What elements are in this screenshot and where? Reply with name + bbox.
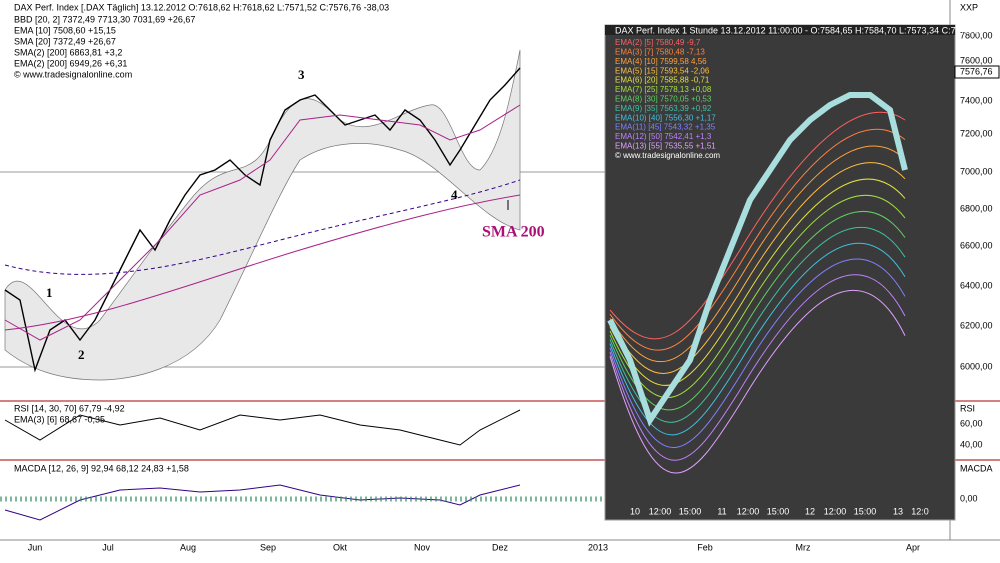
ema200-line: [4, 194, 521, 331]
inset-x-tick-label: 11: [717, 506, 726, 516]
inset-x-tick-label: 15:00: [767, 506, 790, 516]
rsi-line: [4, 409, 521, 446]
inset-legend: © www.tradesignalonline.com: [615, 151, 720, 160]
indicator-legend: BBD [20, 2] 7372,49 7713,30 7031,69 +26,…: [14, 14, 195, 24]
inset-ema: [609, 210, 906, 411]
inset-ema: [609, 145, 906, 363]
inset-x-tick-label: 12:0: [911, 506, 929, 516]
inset-legend: EMA(10) [40] 7556,30 +1,17: [615, 113, 716, 122]
inset-legend: EMA(8) [30] 7570,05 +0,53: [615, 95, 712, 104]
annotation: 2: [78, 347, 85, 362]
price-line: [4, 67, 521, 373]
x-tick-label: 2013: [588, 542, 608, 552]
indicator-legend: MACDA [12, 26, 9] 92,94 68,12 24,83 +1,5…: [14, 463, 189, 473]
x-tick-label: Jun: [28, 542, 43, 552]
y-tick-label: RSI: [960, 403, 975, 413]
inset-x-tick-label: 13: [893, 506, 903, 516]
inset-ema: [609, 242, 906, 436]
inset-ema: [609, 289, 906, 474]
annotation: SMA 200: [482, 224, 545, 241]
inset-x-tick-label: 10: [630, 506, 640, 516]
annotation: 1: [46, 285, 53, 300]
indicator-legend: EMA [10] 7508,60 +15,15: [14, 25, 116, 35]
y-tick-label: 6600,00: [960, 240, 993, 250]
inset-ema: [609, 111, 906, 340]
inset-titlebar: [605, 25, 955, 35]
bollinger-band: [4, 49, 521, 381]
y-tick-label: 40,00: [960, 439, 983, 449]
indicator-legend: EMA(3) [6] 68,67 -0,35: [14, 414, 105, 424]
y-tick-label: 0,00: [960, 493, 978, 503]
inset-legend: EMA(9) [35] 7563,39 +0,92: [615, 104, 712, 113]
annotation: 4: [451, 187, 458, 202]
inset-legend: EMA(7) [25] 7578,13 +0,08: [615, 85, 712, 94]
ema-line: [4, 104, 521, 341]
sma200-line: [4, 179, 521, 275]
x-tick-label: Dez: [492, 542, 509, 552]
y-tick-label: 7000,00: [960, 166, 993, 176]
inset-legend: EMA(5) [15] 7593,54 -2,06: [615, 66, 710, 75]
indicator-legend: SMA(2) [200] 6863,81 +3,2: [14, 47, 122, 57]
y-tick-label: 7576,76: [960, 66, 993, 76]
y-tick-label: 6400,00: [960, 280, 993, 290]
inset-legend: EMA(13) [55] 7535,55 +1,51: [615, 142, 716, 151]
y-tick-label: 7800,00: [960, 30, 993, 40]
x-tick-label: Feb: [697, 542, 713, 552]
y-tick-label: 7600,00: [960, 55, 993, 65]
inset-legend: EMA(3) [7] 7580,48 -7,13: [615, 48, 705, 57]
inset-x-tick-label: 12:00: [737, 506, 760, 516]
inset-panel: [604, 24, 956, 521]
inset-legend: EMA(4) [10] 7599,58 4,56: [615, 57, 707, 66]
inset-ema: [609, 162, 906, 374]
y-tick-label: 60,00: [960, 418, 983, 428]
inset-ema: [609, 194, 906, 398]
inset-ema: [609, 258, 906, 448]
indicator-legend: RSI [14, 30, 70] 67,79 -4,92: [14, 403, 125, 413]
x-tick-label: Apr: [906, 542, 920, 552]
indicator-legend: EMA(2) [200] 6949,26 +6,31: [14, 58, 127, 68]
y-tick-label: 6800,00: [960, 203, 993, 213]
price-marker: [954, 65, 1000, 79]
chart-header: DAX Perf. Index [.DAX Täglich] 13.12.201…: [14, 2, 389, 12]
x-tick-label: Aug: [180, 542, 196, 552]
inset-x-tick-label: 12:00: [649, 506, 672, 516]
inset-title: DAX Perf. Index 1 Stunde 13.12.2012 11:0…: [615, 25, 983, 35]
indicator-legend: © www.tradesignalonline.com: [14, 69, 132, 79]
inset-legend: EMA(2) [5] 7580,49 -9,7: [615, 38, 701, 47]
inset-legend: EMA(12) [50] 7542,41 +1,3: [615, 132, 712, 141]
inset-x-tick-label: 12: [805, 506, 815, 516]
annotation: 3: [298, 67, 305, 82]
inset-ema: [609, 128, 906, 351]
y-tick-label: 6000,00: [960, 361, 993, 371]
y-tick-label: MACDA: [960, 463, 993, 473]
inset-legend: EMA(6) [20] 7585,88 -0,71: [615, 76, 710, 85]
x-tick-label: Mrz: [796, 542, 811, 552]
y-tick-label: 7400,00: [960, 95, 993, 105]
x-tick-label: Nov: [414, 542, 431, 552]
x-tick-label: Jul: [102, 542, 114, 552]
inset-legend: EMA(11) [45] 7543,32 +1,35: [615, 123, 716, 132]
inset-ema: [609, 178, 906, 386]
y-tick-label: 7200,00: [960, 128, 993, 138]
inset-x-tick-label: 15:00: [679, 506, 702, 516]
inset-x-tick-label: 12:00: [824, 506, 847, 516]
inset-x-tick-label: 15:00: [854, 506, 877, 516]
x-tick-label: Okt: [333, 542, 348, 552]
macd-line: [4, 484, 521, 521]
x-tick-label: Sep: [260, 542, 276, 552]
y-tick-label: XXP: [960, 2, 978, 12]
indicator-legend: SMA [20] 7372,49 +26,67: [14, 36, 116, 46]
inset-candles: [607, 92, 908, 427]
y-tick-label: 6200,00: [960, 320, 993, 330]
inset-ema: [609, 274, 906, 461]
